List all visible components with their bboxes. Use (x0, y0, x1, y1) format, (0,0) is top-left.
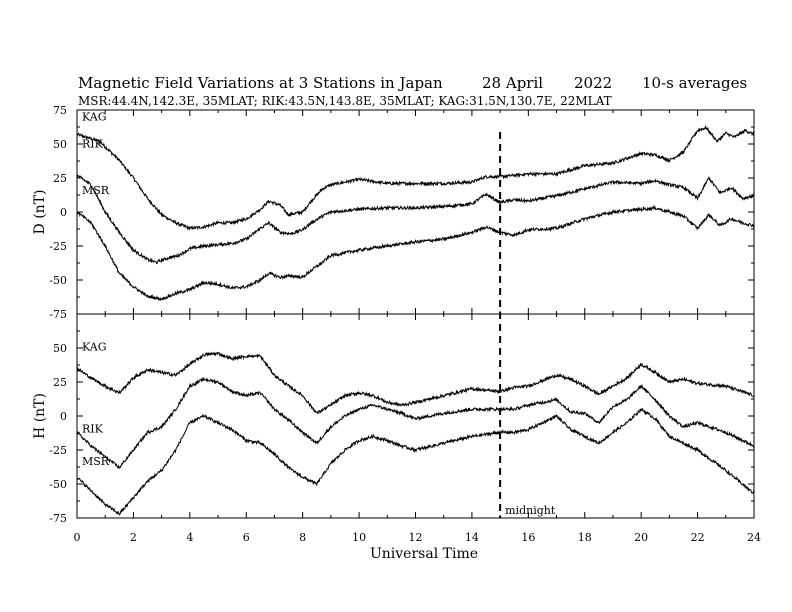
series-line-kag (76, 124, 755, 231)
y-tick-label: -25 (49, 444, 67, 457)
series-line-rik (76, 174, 755, 265)
x-tick-label: 16 (521, 531, 535, 544)
chart-header: Magnetic Field Variations at 3 Stations … (78, 74, 747, 108)
chart-panels: 75 50 25 0 -25 -50 -75 D (nT) KAG RIK MSR 50 25 0 -25 -… (32, 104, 755, 525)
x-axis-label: Universal Time (370, 546, 478, 562)
series-line-rik (76, 376, 755, 469)
y-tick-label: -50 (49, 274, 67, 287)
y-tick-label: 50 (53, 138, 67, 151)
y-tick-label: 50 (53, 342, 67, 355)
panel-h: 50 25 0 -25 -50 -75 H (nT) KAG RIK MSR (32, 313, 755, 525)
x-tick-label: 0 (74, 531, 81, 544)
x-tick-label: 12 (409, 531, 423, 544)
y-tick-label: -75 (49, 308, 67, 321)
series-label-kag: KAG (82, 340, 107, 353)
y-tick-label: -25 (49, 240, 67, 253)
x-tick-label: 20 (634, 531, 648, 544)
x-tick-label: 8 (299, 531, 306, 544)
chart-subtitle: MSR:44.4N,142.3E, 35MLAT; RIK:43.5N,143.… (78, 94, 612, 108)
series-label-msr: MSR (82, 184, 110, 197)
series-label-msr: MSR (82, 455, 110, 468)
chart-averaging: 10-s averages (642, 74, 747, 92)
midnight-label: midnight (505, 504, 556, 517)
y-axis-label: D (nT) (32, 190, 48, 235)
x-tick-label: 22 (691, 531, 705, 544)
series-line-msr (76, 408, 755, 516)
series-label-kag: KAG (82, 110, 107, 123)
y-tick-label: 0 (60, 206, 67, 219)
panel-frame (76, 109, 755, 315)
panel-d: 75 50 25 0 -25 -50 -75 D (nT) KAG RIK MSR (32, 104, 755, 321)
y-axis-label: H (nT) (32, 393, 48, 439)
x-tick-label: 6 (243, 531, 250, 544)
series-label-rik: RIK (82, 137, 104, 150)
y-tick-label: 25 (53, 172, 67, 185)
chart-year: 2022 (574, 74, 612, 92)
x-tick-label: 4 (186, 531, 193, 544)
chart-date: 28 April (482, 74, 543, 92)
x-tick-label: 14 (465, 531, 479, 544)
x-tick-label: 10 (352, 531, 366, 544)
x-tick-label: 24 (747, 531, 761, 544)
x-axis: 0 2 4 6 8 10 12 14 16 18 20 22 24 (74, 531, 762, 544)
y-tick-label: 25 (53, 376, 67, 389)
y-tick-label: 75 (53, 104, 67, 117)
series-line-msr (76, 205, 755, 302)
x-tick-label: 18 (578, 531, 592, 544)
y-tick-label: 0 (60, 410, 67, 423)
y-tick-label: -75 (49, 512, 67, 525)
chart-title: Magnetic Field Variations at 3 Stations … (78, 74, 443, 92)
series-label-rik: RIK (82, 422, 104, 435)
y-tick-label: -50 (49, 478, 67, 491)
series-line-kag (76, 351, 755, 415)
x-tick-label: 2 (130, 531, 137, 544)
